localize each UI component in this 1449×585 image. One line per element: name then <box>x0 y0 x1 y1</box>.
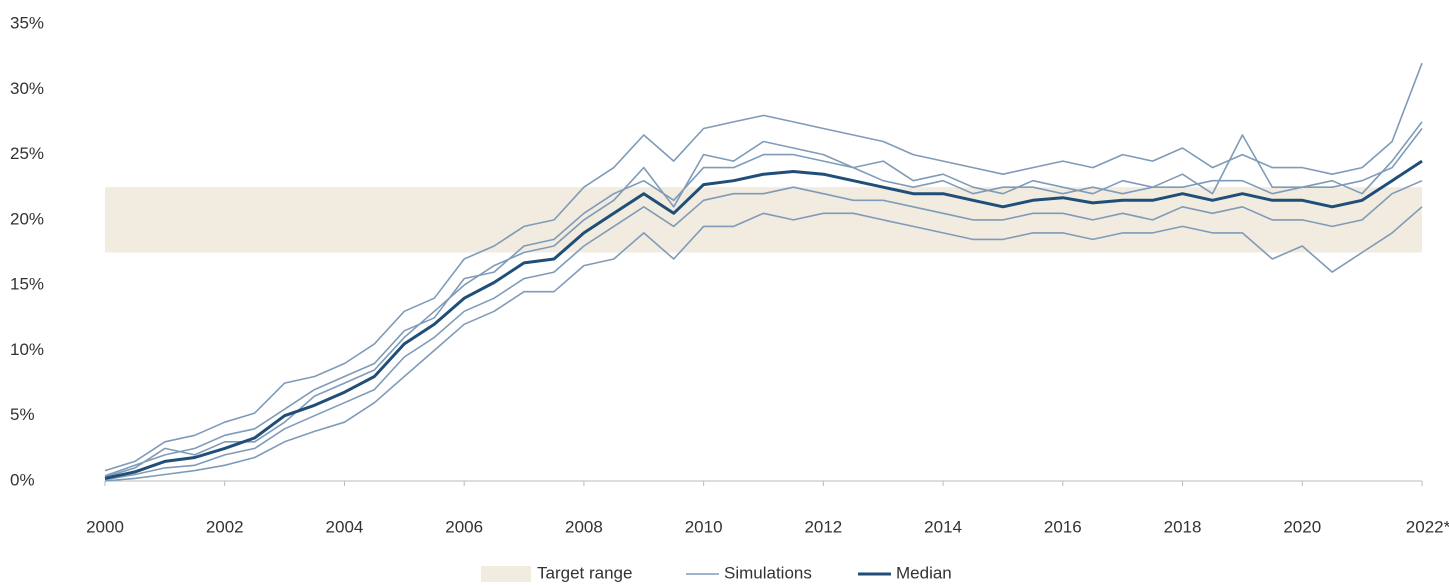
legend-label: Target range <box>537 563 632 582</box>
y-tick-label: 25% <box>10 144 44 163</box>
x-tick-label: 2000 <box>86 517 124 536</box>
x-tick-label: 2016 <box>1044 517 1082 536</box>
simulation-line <box>104 206 1423 482</box>
x-tick-label: 2014 <box>924 517 962 536</box>
y-tick-label: 30% <box>10 79 44 98</box>
x-tick-label: 2002 <box>206 517 244 536</box>
y-tick-label: 0% <box>10 470 35 489</box>
y-tick-label: 15% <box>10 275 44 294</box>
x-tick-label: 2018 <box>1164 517 1202 536</box>
x-tick-label: 2022* <box>1406 517 1449 536</box>
y-tick-label: 35% <box>10 13 44 32</box>
simulation-line <box>104 62 1423 472</box>
simulation-line <box>104 121 1423 478</box>
x-tick-label: 2012 <box>804 517 842 536</box>
legend-swatch <box>481 566 531 582</box>
y-tick-label: 5% <box>10 405 35 424</box>
simulation-line <box>104 128 1423 477</box>
x-tick-label: 2020 <box>1283 517 1321 536</box>
y-tick-label: 10% <box>10 340 44 359</box>
legend-label: Simulations <box>724 563 812 582</box>
x-tick-label: 2008 <box>565 517 603 536</box>
x-tick-label: 2004 <box>326 517 364 536</box>
simulation-line <box>104 179 1423 481</box>
y-tick-label: 20% <box>10 209 44 228</box>
x-tick-label: 2006 <box>445 517 483 536</box>
x-tick-label: 2010 <box>685 517 723 536</box>
median-line <box>104 159 1423 480</box>
legend-label: Median <box>896 563 952 582</box>
